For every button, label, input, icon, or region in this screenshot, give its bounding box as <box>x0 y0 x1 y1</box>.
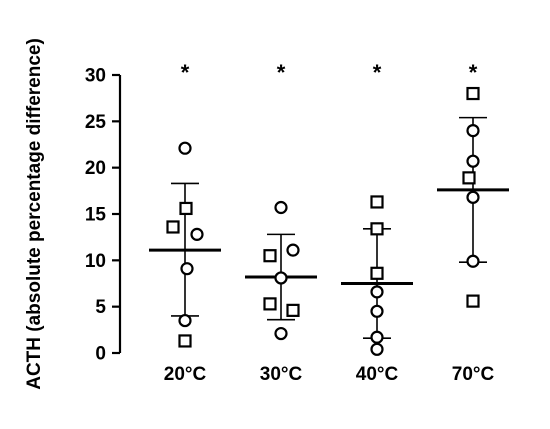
circle-point <box>466 190 480 204</box>
x-axis: 20°C 30°C 40°C 70°C <box>164 364 495 385</box>
circle-point <box>466 124 480 138</box>
error-bars <box>149 116 509 339</box>
x-tick-label: 70°C <box>452 364 495 385</box>
y-tick-label: 15 <box>85 205 107 226</box>
circle-point <box>180 262 194 276</box>
circle-point <box>370 342 384 356</box>
square-point <box>370 222 384 236</box>
square-point <box>466 86 480 101</box>
significance-asterisk: * <box>277 60 286 85</box>
significance-asterisk: * <box>373 60 382 85</box>
circle-point <box>178 313 192 328</box>
square-point <box>166 220 180 234</box>
x-tick-label: 30°C <box>260 364 303 385</box>
y-axis-title: ACTH (absolute percentage difference) <box>24 38 45 390</box>
square-point <box>462 171 476 185</box>
y-tick-label: 10 <box>85 251 106 272</box>
square-point <box>263 249 277 263</box>
square-point <box>370 195 384 209</box>
square-point <box>179 201 193 216</box>
significance-marks: * * * * <box>181 60 478 85</box>
x-tick-label: 40°C <box>356 364 399 385</box>
square-point <box>263 297 277 311</box>
circle-point <box>370 330 384 344</box>
circle-point <box>274 326 288 341</box>
y-tick-label: 25 <box>85 112 107 133</box>
circle-point <box>466 254 480 268</box>
x-tick-label: 20°C <box>164 364 207 385</box>
square-point <box>370 266 384 280</box>
square-point <box>466 294 480 308</box>
circle-point <box>274 200 288 215</box>
y-tick-label: 30 <box>85 66 106 87</box>
circle-point <box>286 243 300 257</box>
y-tick-label: 5 <box>95 297 106 318</box>
circle-point <box>178 141 192 155</box>
square-point <box>178 334 192 348</box>
y-tick-label: 0 <box>95 344 106 365</box>
circle-point <box>370 304 384 318</box>
significance-asterisk: * <box>469 60 478 85</box>
significance-asterisk: * <box>181 60 190 85</box>
data-points <box>166 86 480 356</box>
y-tick-label: 20 <box>85 158 106 179</box>
square-point <box>286 303 300 317</box>
circle-point <box>274 271 288 285</box>
circle-point <box>190 227 204 241</box>
circle-point <box>466 154 480 168</box>
circle-point <box>370 285 384 299</box>
y-axis: 0 5 10 15 20 25 30 <box>85 66 122 365</box>
